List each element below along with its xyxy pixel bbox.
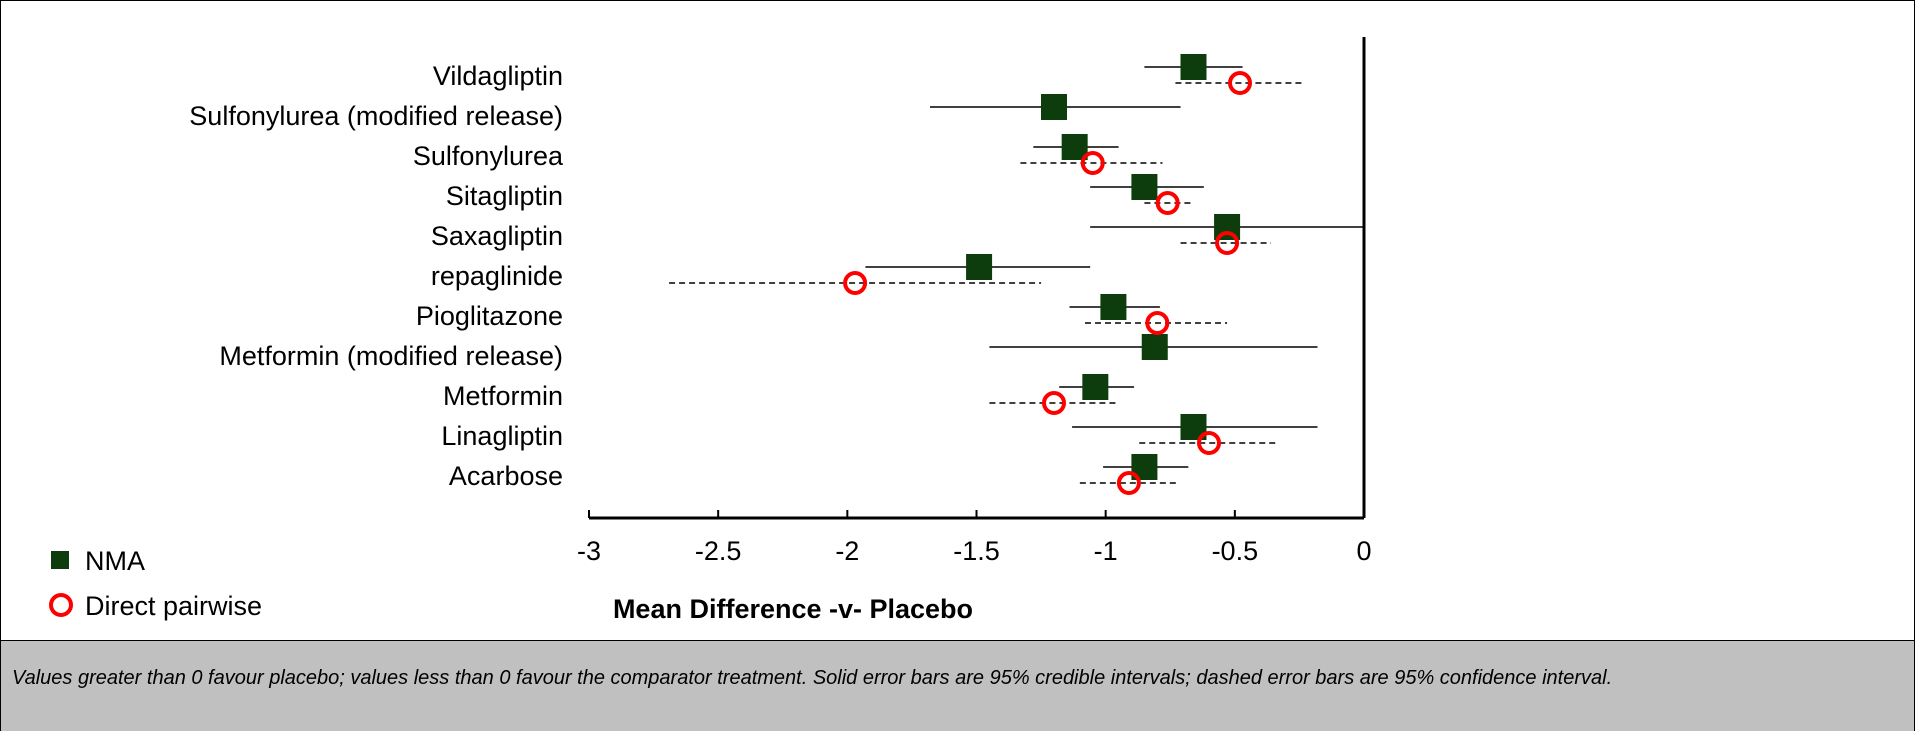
legend-pairwise-marker bbox=[49, 593, 73, 617]
category-label-sulfonylurea: Sulfonylurea bbox=[413, 141, 564, 171]
pairwise-point-repaglinide bbox=[843, 271, 868, 295]
x-tick-label: -1 bbox=[1094, 536, 1118, 566]
pairwise-point-sitagliptin bbox=[1155, 191, 1180, 215]
legend-pairwise-label: Direct pairwise bbox=[85, 591, 262, 621]
category-label-saxagliptin: Saxagliptin bbox=[431, 221, 563, 251]
legend-nma-marker bbox=[51, 551, 69, 569]
nma-point-sulfonylurea-modified-release bbox=[1041, 94, 1067, 120]
category-label-sitagliptin: Sitagliptin bbox=[446, 181, 563, 211]
pairwise-point-pioglitazone bbox=[1145, 311, 1170, 335]
caption-box: Values greater than 0 favour placebo; va… bbox=[1, 640, 1914, 731]
nma-point-vildagliptin bbox=[1180, 54, 1207, 80]
category-label-acarbose: Acarbose bbox=[449, 461, 563, 491]
legend-nma-label: NMA bbox=[85, 546, 145, 576]
pairwise-point-sulfonylurea bbox=[1080, 151, 1105, 175]
pairwise-point-metformin bbox=[1042, 391, 1066, 415]
x-axis-title: Mean Difference -v- Placebo bbox=[613, 594, 973, 624]
x-axis-ticks: -3 -2.5 -2 -1.5 -1 -0.5 0 bbox=[577, 510, 1372, 566]
forest-plot: Vildagliptin Sulfonylurea (modified relea… bbox=[49, 37, 1372, 624]
pairwise-point-saxagliptin bbox=[1215, 231, 1240, 255]
nma-point-repaglinide bbox=[966, 254, 993, 280]
pairwise-point-vildagliptin bbox=[1228, 71, 1252, 95]
x-tick-label: 0 bbox=[1356, 536, 1371, 566]
category-label-vildagliptin: Vildagliptin bbox=[433, 61, 563, 91]
category-label-repaglinide: repaglinide bbox=[431, 261, 563, 291]
nma-point-metformin bbox=[1082, 374, 1109, 400]
category-label-linagliptin: Linagliptin bbox=[441, 421, 563, 451]
category-label-sulfonylurea-modified-release: Sulfonylurea (modified release) bbox=[189, 101, 563, 131]
category-labels: Vildagliptin Sulfonylurea (modified relea… bbox=[189, 61, 564, 491]
point-markers bbox=[843, 54, 1252, 495]
x-tick-label: -2.5 bbox=[695, 536, 742, 566]
legend: NMA Direct pairwise bbox=[49, 546, 262, 621]
caption-text: Values greater than 0 favour placebo; va… bbox=[12, 667, 1613, 689]
nma-point-metformin-modified-release bbox=[1141, 334, 1168, 360]
x-tick-label: -2 bbox=[835, 536, 859, 566]
nma-point-pioglitazone bbox=[1100, 294, 1127, 320]
interval-lines bbox=[669, 66, 1364, 484]
pairwise-point-linagliptin bbox=[1197, 431, 1221, 455]
nma-point-sitagliptin bbox=[1131, 174, 1158, 200]
category-label-pioglitazone: Pioglitazone bbox=[416, 301, 563, 331]
x-tick-label: -0.5 bbox=[1212, 536, 1259, 566]
category-label-metformin-modified-release: Metformin (modified release) bbox=[219, 341, 563, 371]
x-tick-label: -3 bbox=[577, 536, 601, 566]
x-tick-label: -1.5 bbox=[953, 536, 1000, 566]
pairwise-point-acarbose bbox=[1116, 471, 1141, 495]
category-label-metformin: Metformin bbox=[443, 381, 563, 411]
